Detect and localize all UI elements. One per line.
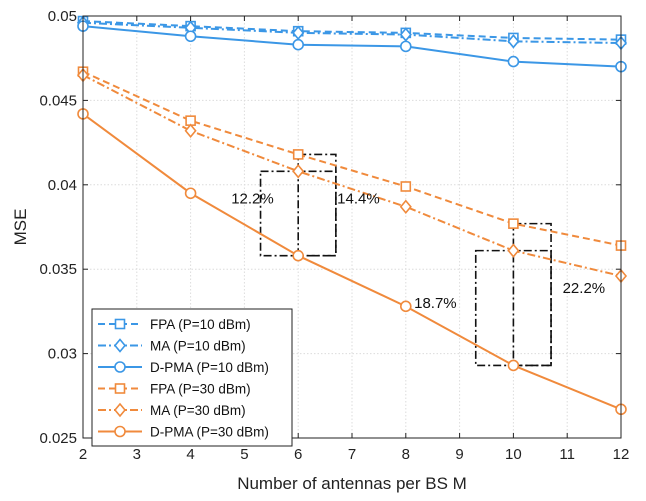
y-axis-label: MSE [11, 209, 30, 246]
data-point [399, 27, 412, 42]
legend-box [91, 308, 293, 447]
legend-marker [114, 361, 126, 373]
x-tick-label: 12 [613, 446, 630, 463]
data-point [400, 181, 412, 192]
x-tick-label: 8 [402, 446, 410, 463]
legend-marker [113, 402, 127, 418]
data-point [292, 38, 305, 51]
legend-label: FPA (P=10 dBm) [150, 317, 251, 332]
data-point [399, 300, 412, 313]
gain-annotation: 18.7% [414, 295, 457, 312]
data-point [507, 34, 520, 49]
series-line [82, 113, 622, 411]
legend: FPA (P=10 dBm) MA (P=10 dBm) D-PMA (P=10 d… [91, 308, 293, 447]
data-point [399, 40, 412, 53]
data-point [292, 149, 304, 160]
legend-label: D-PMA (P=10 dBm) [150, 360, 269, 375]
y-tick-label: 0.05 [48, 8, 77, 25]
legend-label: MA (P=30 dBm) [150, 403, 246, 418]
data-point [508, 218, 519, 229]
data-point [292, 164, 305, 179]
series-d-pma-p-30-dbm [77, 108, 627, 416]
data-point [184, 123, 197, 139]
annotation-layer: 12.2% 14.4% 18.7% 22.2% [231, 190, 605, 312]
series-line [82, 74, 622, 277]
data-point [292, 25, 305, 41]
improvement-box [512, 222, 552, 367]
gain-annotation: 12.2% [231, 190, 274, 207]
tick-layer: 2 3 4 5 6 7 8 9 10 11 12 0.025 0.03 0.035 0.04 0.045 0.0… [39, 8, 629, 463]
series-line [82, 25, 622, 68]
legend-marker [114, 425, 126, 438]
x-tick-label: 6 [294, 446, 302, 463]
legend-marker [114, 383, 126, 394]
x-tick-label: 5 [240, 446, 248, 463]
series-line [82, 21, 622, 45]
data-point [399, 199, 412, 214]
y-tick-label: 0.045 [39, 92, 77, 109]
x-tick-label: 2 [79, 446, 87, 463]
data-point [507, 359, 520, 372]
legend-label: FPA (P=30 dBm) [150, 382, 251, 397]
legend-marker [113, 338, 127, 353]
y-tick-label: 0.025 [39, 430, 77, 447]
data-point [507, 243, 520, 258]
series-line [82, 70, 622, 247]
data-point [507, 55, 520, 68]
gain-annotation: 14.4% [337, 190, 380, 207]
gain-annotation: 22.2% [563, 280, 606, 297]
y-tick-label: 0.03 [48, 346, 77, 363]
data-point [184, 30, 197, 43]
y-tick-label: 0.04 [48, 177, 77, 194]
improvement-box [297, 153, 337, 257]
data-point [184, 187, 197, 200]
x-tick-label: 7 [348, 446, 356, 463]
y-tick-label: 0.035 [39, 261, 77, 278]
x-axis-label: Number of antennas per BS M [237, 474, 467, 493]
series-line [82, 20, 622, 41]
x-tick-label: 9 [455, 446, 463, 463]
x-tick-label: 11 [559, 446, 575, 463]
x-tick-label: 4 [186, 446, 194, 463]
data-point [292, 249, 305, 262]
legend-label: MA (P=10 dBm) [150, 339, 246, 354]
legend-marker [114, 318, 126, 330]
x-tick-label: 10 [505, 446, 522, 463]
grid-layer [83, 16, 621, 438]
legend-label: D-PMA (P=30 dBm) [150, 425, 269, 440]
x-tick-label: 3 [133, 446, 141, 463]
